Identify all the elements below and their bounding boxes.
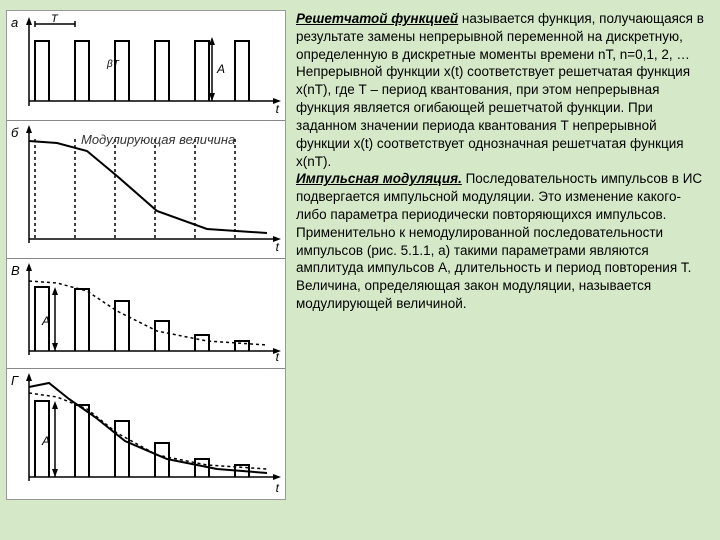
chart-c-t: t xyxy=(276,350,279,364)
chart-a-label: а xyxy=(11,15,18,30)
svg-text:A: A xyxy=(41,314,50,328)
term-pulse-modulation: Импульсная модуляция. xyxy=(296,171,462,186)
paragraph-1: Решетчатой функцией называется функция, … xyxy=(296,10,706,170)
chart-a-svg: T A βT xyxy=(7,11,287,121)
chart-c: В A t xyxy=(7,259,285,369)
p2-body: Последовательность импульсов в ИС подвер… xyxy=(296,171,702,311)
amp-label: A xyxy=(216,62,225,76)
term-lattice-function: Решетчатой функцией xyxy=(296,11,458,26)
chart-d-t: t xyxy=(276,481,279,495)
diagram-panel: а T A βT t б Модулирующая велич xyxy=(6,10,286,500)
chart-b-t: t xyxy=(276,240,279,254)
chart-c-label: В xyxy=(11,263,20,278)
chart-c-svg: A xyxy=(7,259,287,369)
width-label: βT xyxy=(106,59,120,70)
svg-text:A: A xyxy=(41,434,50,448)
modulating-label: Модулирующая величина xyxy=(81,133,235,147)
chart-d-label: Г xyxy=(11,373,18,388)
chart-b: б Модулирующая величина t xyxy=(7,121,285,259)
chart-d-svg: A xyxy=(7,369,287,499)
text-panel: Решетчатой функцией называется функция, … xyxy=(286,0,720,540)
chart-b-label: б xyxy=(11,125,18,140)
p1-body: называется функция, получающаяся в резул… xyxy=(296,11,704,169)
chart-d: Г A t xyxy=(7,369,285,499)
chart-a-t: t xyxy=(276,102,279,116)
period-label: T xyxy=(51,13,59,25)
paragraph-2: Импульсная модуляция. Последовательность… xyxy=(296,170,706,313)
chart-a: а T A βT t xyxy=(7,11,285,121)
